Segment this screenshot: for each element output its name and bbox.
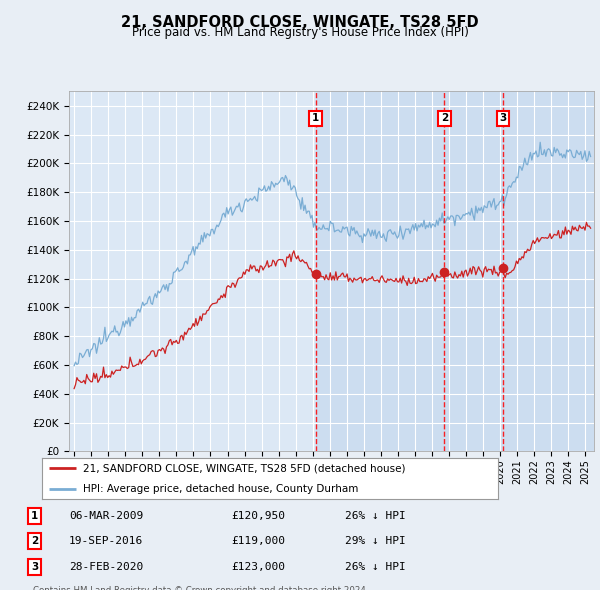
Bar [316,91,594,451]
Text: 29% ↓ HPI: 29% ↓ HPI [345,536,406,546]
Text: 21, SANDFORD CLOSE, WINGATE, TS28 5FD: 21, SANDFORD CLOSE, WINGATE, TS28 5FD [121,15,479,30]
Text: 2: 2 [441,113,448,123]
Text: 1: 1 [31,511,38,521]
Text: HPI: Average price, detached house, County Durham: HPI: Average price, detached house, Coun… [83,484,358,493]
Text: 06-MAR-2009: 06-MAR-2009 [69,511,143,521]
Text: 2: 2 [31,536,38,546]
Text: Contains HM Land Registry data © Crown copyright and database right 2024.: Contains HM Land Registry data © Crown c… [33,586,368,590]
Text: 19-SEP-2016: 19-SEP-2016 [69,536,143,546]
Text: Price paid vs. HM Land Registry's House Price Index (HPI): Price paid vs. HM Land Registry's House … [131,26,469,39]
Text: 26% ↓ HPI: 26% ↓ HPI [345,562,406,572]
Text: 3: 3 [499,113,506,123]
Text: 28-FEB-2020: 28-FEB-2020 [69,562,143,572]
Text: 26% ↓ HPI: 26% ↓ HPI [345,511,406,521]
Text: £120,950: £120,950 [231,511,285,521]
Text: 21, SANDFORD CLOSE, WINGATE, TS28 5FD (detached house): 21, SANDFORD CLOSE, WINGATE, TS28 5FD (d… [83,464,406,473]
Text: £123,000: £123,000 [231,562,285,572]
Text: £119,000: £119,000 [231,536,285,546]
Text: 3: 3 [31,562,38,572]
Text: 1: 1 [312,113,319,123]
